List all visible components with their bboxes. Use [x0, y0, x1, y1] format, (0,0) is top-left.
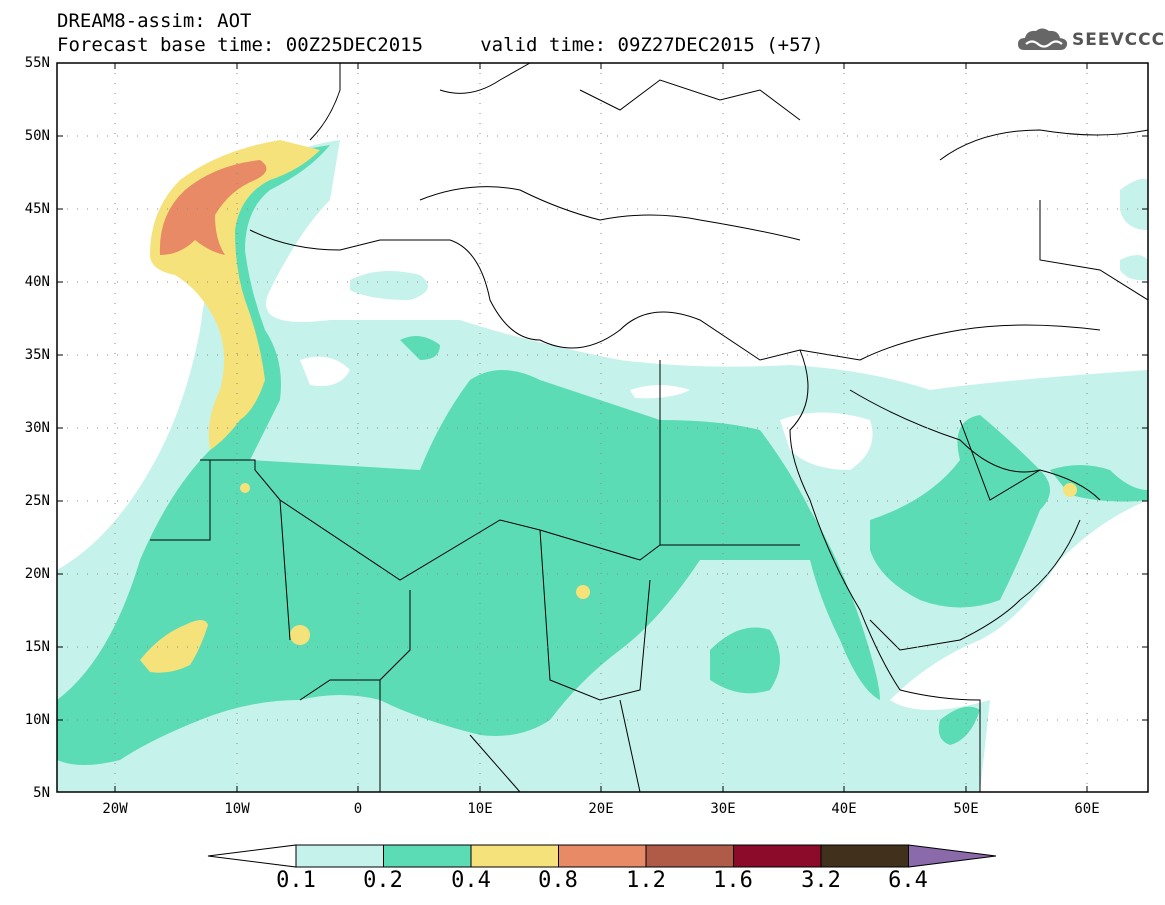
lon-label: 20E — [588, 801, 614, 817]
lat-label: 10N — [24, 712, 50, 728]
lat-label: 55N — [24, 55, 50, 71]
logo-text: SEEVCCC — [1072, 30, 1165, 50]
axis-ticks — [57, 63, 1148, 792]
colorbar-swatch-4 — [558, 844, 647, 868]
aot-band-very-high — [159, 160, 267, 255]
colorbar-swatch-5 — [645, 844, 734, 868]
colorbar-swatch-1 — [295, 844, 384, 868]
lat-label: 25N — [24, 493, 50, 509]
lat-label: 5N — [33, 785, 50, 801]
colorbar-label: 1.6 — [713, 868, 753, 893]
lon-label: 0 — [353, 801, 363, 817]
colorbar-under-arrow — [207, 844, 297, 868]
lon-label: 20W — [102, 801, 128, 817]
colorbar-swatch-7 — [820, 844, 909, 868]
colorbar-label: 0.4 — [451, 868, 491, 893]
colorbar-label: 1.2 — [626, 868, 666, 893]
lat-label: 30N — [24, 420, 50, 436]
lon-label: 30E — [710, 801, 736, 817]
lat-label: 35N — [24, 347, 50, 363]
lon-label: 10W — [224, 801, 250, 817]
lat-label: 50N — [24, 128, 50, 144]
lat-label: 15N — [24, 639, 50, 655]
lat-label: 20N — [24, 566, 50, 582]
colorbar-label: 0.1 — [276, 868, 316, 893]
aot-band-mid — [57, 145, 1148, 765]
lat-label: 40N — [24, 274, 50, 290]
colorbar-swatch-6 — [733, 844, 822, 868]
colorbar-swatch-2 — [383, 844, 472, 868]
colorbar-label: 6.4 — [888, 868, 928, 893]
colorbar-over-arrow — [908, 844, 997, 868]
lon-label: 50E — [953, 801, 979, 817]
map-title: DREAM8-assim: AOT — [57, 10, 252, 32]
forecast-time-line: Forecast base time: 00Z25DEC2015 valid t… — [57, 34, 824, 56]
colorbar-label: 0.8 — [538, 868, 578, 893]
lat-label: 45N — [24, 201, 50, 217]
lon-label: 10E — [467, 801, 493, 817]
country-borders — [150, 63, 1148, 792]
lon-label: 40E — [831, 801, 857, 817]
colorbar-label: 3.2 — [801, 868, 841, 893]
colorbar-swatch-3 — [470, 844, 559, 868]
colorbar — [207, 844, 997, 868]
cloud-logo-icon — [1018, 28, 1068, 50]
colorbar-label: 0.2 — [363, 868, 403, 893]
lon-label: 60E — [1074, 801, 1100, 817]
